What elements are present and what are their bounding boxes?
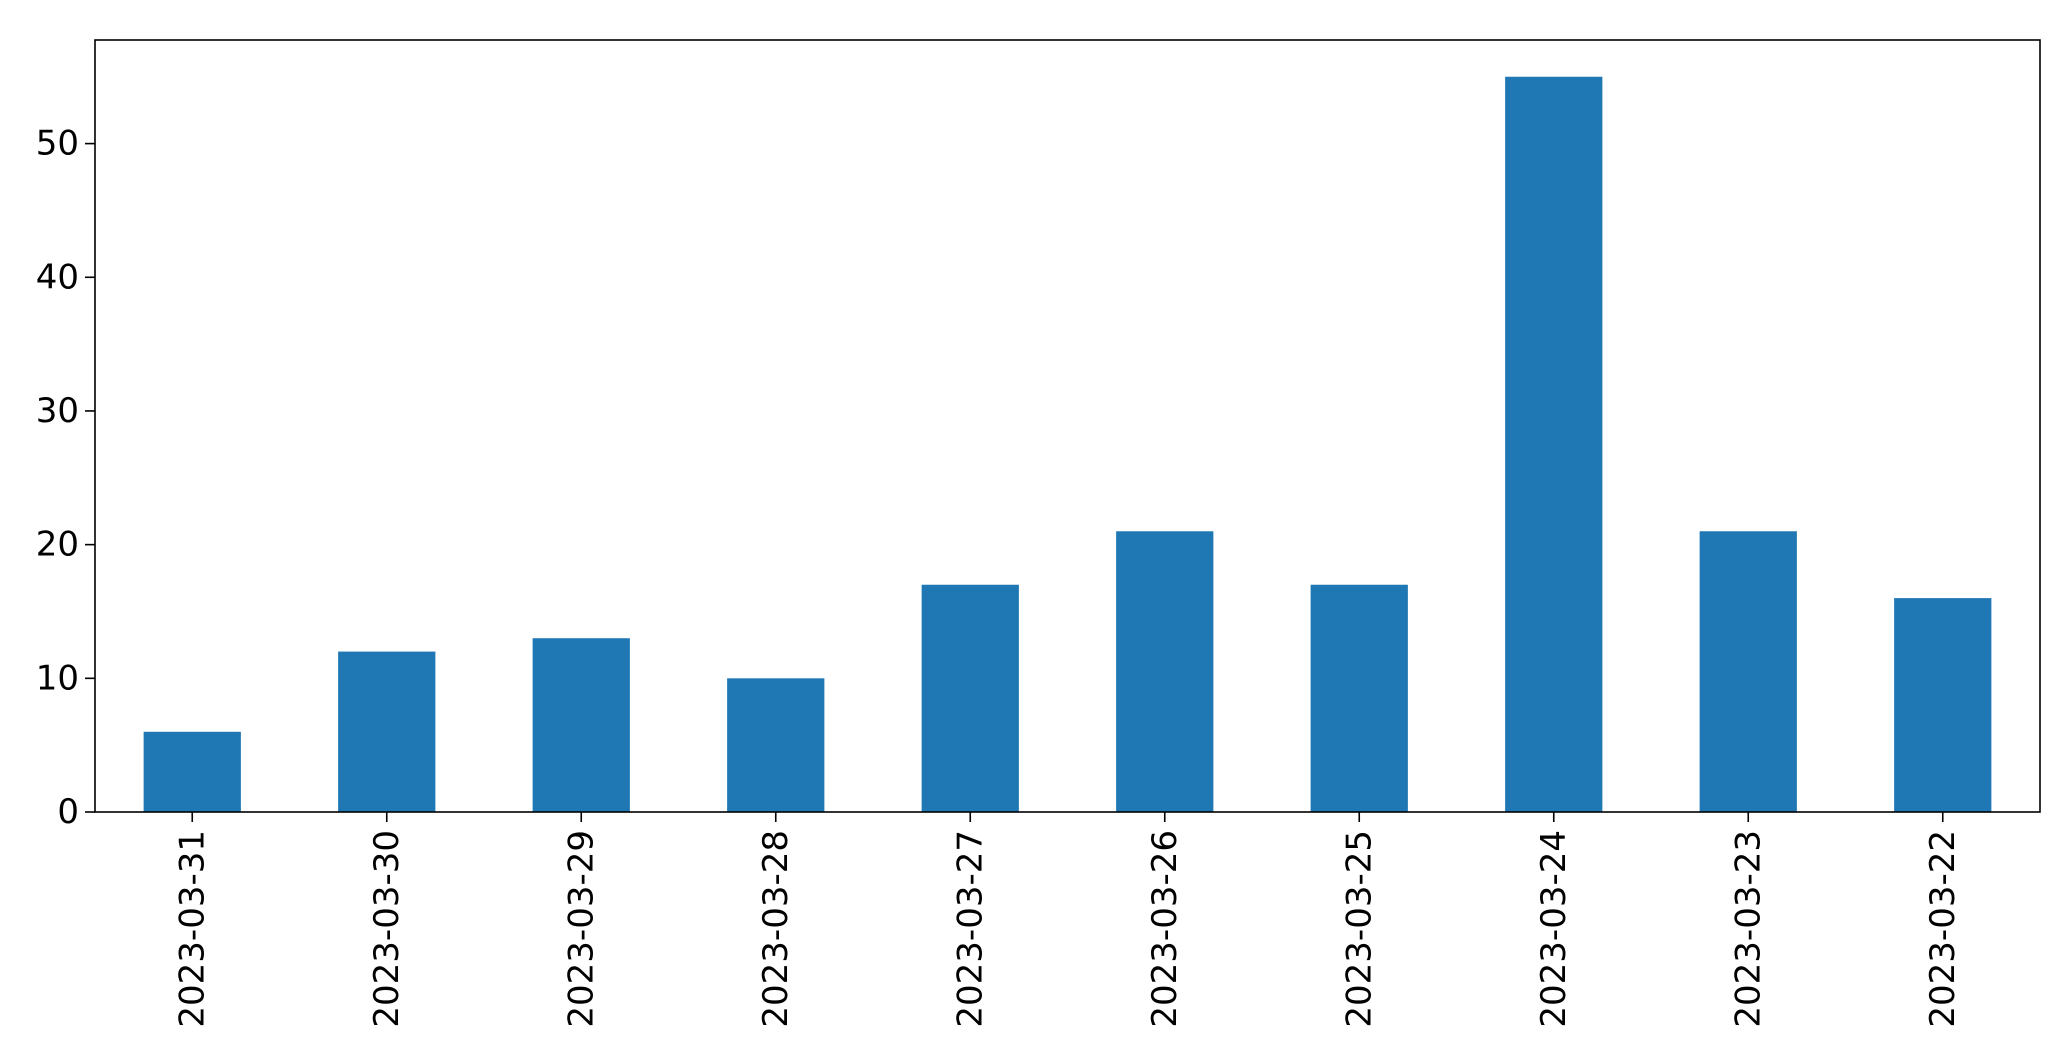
bar-2023-03-28 bbox=[727, 678, 825, 812]
bar-2023-03-31 bbox=[143, 731, 241, 812]
bar-2023-03-22 bbox=[1894, 598, 1992, 812]
x-tick-label: 2023-03-25 bbox=[1339, 830, 1379, 1028]
x-tick-label: 2023-03-28 bbox=[756, 830, 796, 1028]
x-tick-label: 2023-03-24 bbox=[1534, 830, 1574, 1028]
y-tick-label: 50 bbox=[36, 124, 79, 164]
bar-2023-03-29 bbox=[532, 638, 630, 812]
x-tick-label: 2023-03-29 bbox=[561, 830, 601, 1028]
plot-frame bbox=[94, 39, 2041, 813]
x-tick-label: 2023-03-30 bbox=[367, 830, 407, 1028]
y-tick-label: 30 bbox=[36, 391, 79, 431]
x-tick-label: 2023-03-22 bbox=[1923, 830, 1963, 1028]
y-tick-label: 10 bbox=[36, 658, 79, 698]
bars-group bbox=[143, 76, 1992, 812]
x-tick-label: 2023-03-27 bbox=[950, 830, 990, 1028]
bar-2023-03-24 bbox=[1505, 76, 1603, 812]
bar-2023-03-30 bbox=[338, 651, 436, 812]
bar-2023-03-27 bbox=[921, 584, 1019, 812]
y-tick-label: 40 bbox=[36, 257, 79, 297]
y-axis: 0 10 20 30 40 50 bbox=[36, 124, 95, 832]
x-tick-label: 2023-03-26 bbox=[1145, 830, 1185, 1028]
bar-2023-03-26 bbox=[1116, 531, 1214, 812]
y-tick-label: 0 bbox=[57, 792, 79, 832]
x-tick-label: 2023-03-23 bbox=[1728, 830, 1768, 1028]
bar-2023-03-23 bbox=[1699, 531, 1797, 812]
y-tick-label: 20 bbox=[36, 525, 79, 565]
x-axis: 2023-03-31 2023-03-30 2023-03-29 2023-03-28… bbox=[172, 812, 1963, 1028]
x-tick-label: 2023-03-31 bbox=[172, 830, 212, 1028]
bar-2023-03-25 bbox=[1310, 584, 1408, 812]
